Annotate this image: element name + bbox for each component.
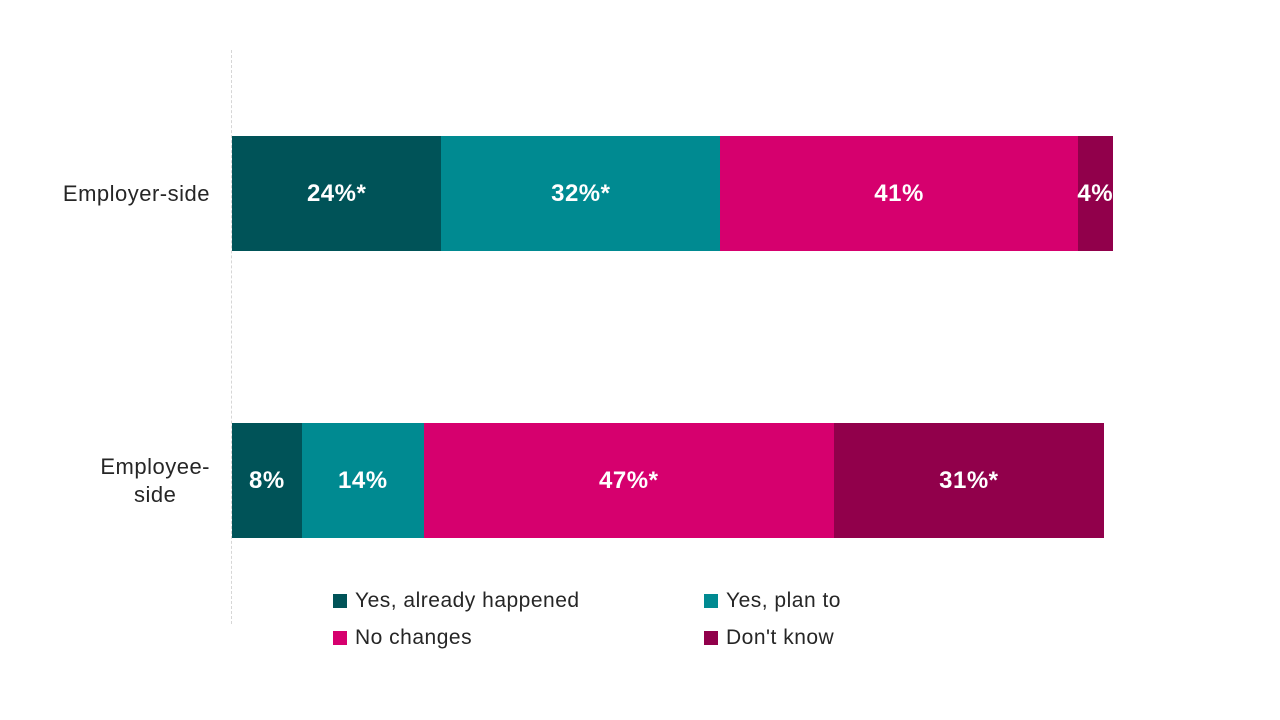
legend-label: Yes, already happened [355, 589, 580, 612]
data-label: 32%* [551, 179, 611, 207]
data-label: 47%* [599, 466, 659, 494]
legend-swatch-icon [704, 594, 718, 608]
data-label: 14% [338, 466, 388, 494]
legend-item-no-changes: No changes [333, 626, 704, 650]
legend-label: Yes, plan to [726, 589, 841, 612]
segment-don-t-know: 4% [1077, 136, 1114, 251]
legend-item-don-t-know: Don't know [704, 626, 841, 650]
legend-swatch-icon [333, 594, 347, 608]
legend-swatch-icon [704, 631, 718, 645]
category-label: Employer-side [62, 180, 210, 206]
segment-don-t-know: 31%* [833, 423, 1104, 538]
segment-yes-already-happened: 8% [232, 423, 302, 538]
legend-label: No changes [355, 626, 473, 649]
segment-yes-plan-to: 14% [301, 423, 424, 538]
legend-swatch-icon [333, 631, 347, 645]
segment-no-changes: 47%* [423, 423, 834, 538]
legend-item-yes-already-happened: Yes, already happened [333, 589, 704, 613]
segments: 8% 14% 47%* 31%* [232, 423, 1104, 538]
category-label-box: Employer-side [0, 136, 210, 251]
data-label: 24%* [306, 179, 367, 207]
category-axis-line [231, 50, 232, 624]
segments: 24%* 32%* 41% 4% [232, 136, 1113, 251]
category-label: Employee-side [100, 453, 210, 507]
legend-label: Don't know [726, 626, 835, 649]
segment-yes-already-happened: 24%* [232, 136, 442, 251]
data-label: 41% [874, 179, 924, 207]
data-label: 4% [1077, 179, 1114, 207]
data-label: 31%* [939, 466, 999, 494]
chart-legend: Yes, already happened Yes, plan to No chan… [333, 589, 841, 650]
legend-item-yes-plan-to: Yes, plan to [704, 589, 841, 613]
segment-no-changes: 41% [720, 136, 1078, 251]
bar-row-employee-side: Employee-side 8% 14% 47%* 31%* [0, 423, 1280, 538]
data-label: 8% [249, 466, 285, 494]
segment-yes-plan-to: 32%* [441, 136, 721, 251]
bar-row-employer-side: Employer-side 24%* 32%* 41% 4% [0, 136, 1280, 251]
category-label-box: Employee-side [0, 423, 210, 538]
